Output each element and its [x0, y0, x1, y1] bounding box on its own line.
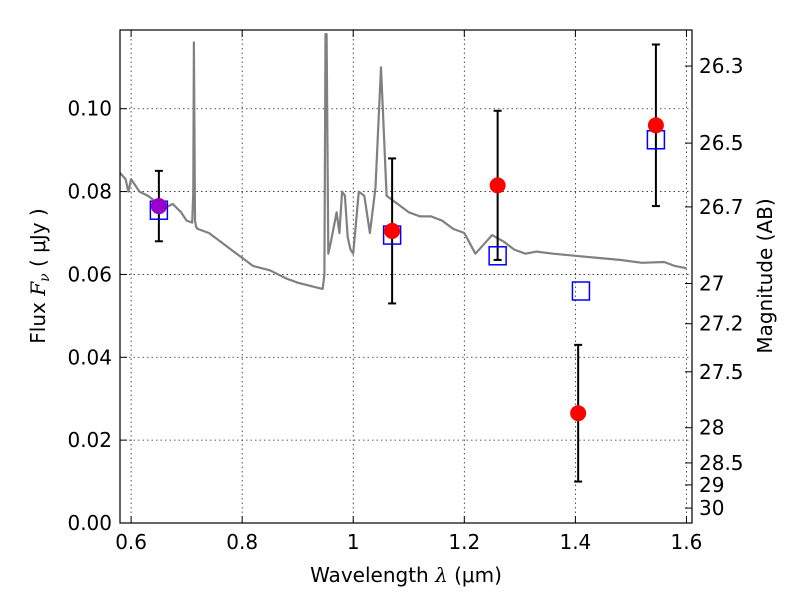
y2-tick-label: 26.3 [699, 54, 744, 78]
model-square [571, 281, 591, 301]
markers-layer [149, 43, 666, 483]
plot-frame [119, 29, 693, 524]
y-tick-label: 0.02 [67, 428, 112, 452]
y-tick-label: 0.04 [67, 345, 112, 369]
x-axis-label: Wavelength λ (μm) [310, 563, 502, 587]
y2-tick-label: 30 [699, 496, 724, 520]
observed-point [570, 405, 587, 422]
observed-point [647, 117, 664, 134]
y2-tick-label: 27 [699, 272, 724, 296]
y2-tick-label: 26.5 [699, 131, 744, 155]
y2-tick-label: 28.5 [699, 451, 744, 475]
spectrum-line [119, 32, 687, 290]
y-tick-label: 0.08 [67, 180, 112, 204]
y2-tick-label: 26.7 [699, 195, 744, 219]
y-tick-label: 0.00 [67, 511, 112, 535]
observed-point-overlap [150, 198, 167, 215]
y2-tick-label: 28 [699, 416, 724, 440]
y-tick-label: 0.06 [67, 262, 112, 286]
model-square [488, 246, 507, 266]
y2-tick-label: 27.2 [699, 312, 744, 336]
y-axis-label: Flux Fν ( μJy ) [26, 208, 53, 343]
y-tick-label: 0.10 [67, 97, 112, 121]
y2-tick-label: 29 [699, 473, 724, 497]
ticks-layer: 0.6 0.8 1 1.2 1.4 1.6 0.00 0.02 0.04 0.06 0.08 0.10… [67, 30, 744, 554]
x-tick-label: 1.6 [671, 530, 703, 554]
x-tick-label: 1 [347, 530, 360, 554]
x-tick-label: 0.6 [115, 530, 147, 554]
x-tick-label: 1.2 [448, 530, 480, 554]
x-tick-label: 1.4 [559, 530, 591, 554]
y2-tick-label: 27.5 [699, 360, 744, 384]
observed-point [384, 222, 401, 239]
observed-point [489, 177, 506, 194]
y2-axis-label: Magnitude (AB) [753, 198, 777, 353]
grid [120, 30, 692, 524]
x-tick-label: 0.8 [226, 530, 258, 554]
spectrum-layer [119, 32, 687, 290]
